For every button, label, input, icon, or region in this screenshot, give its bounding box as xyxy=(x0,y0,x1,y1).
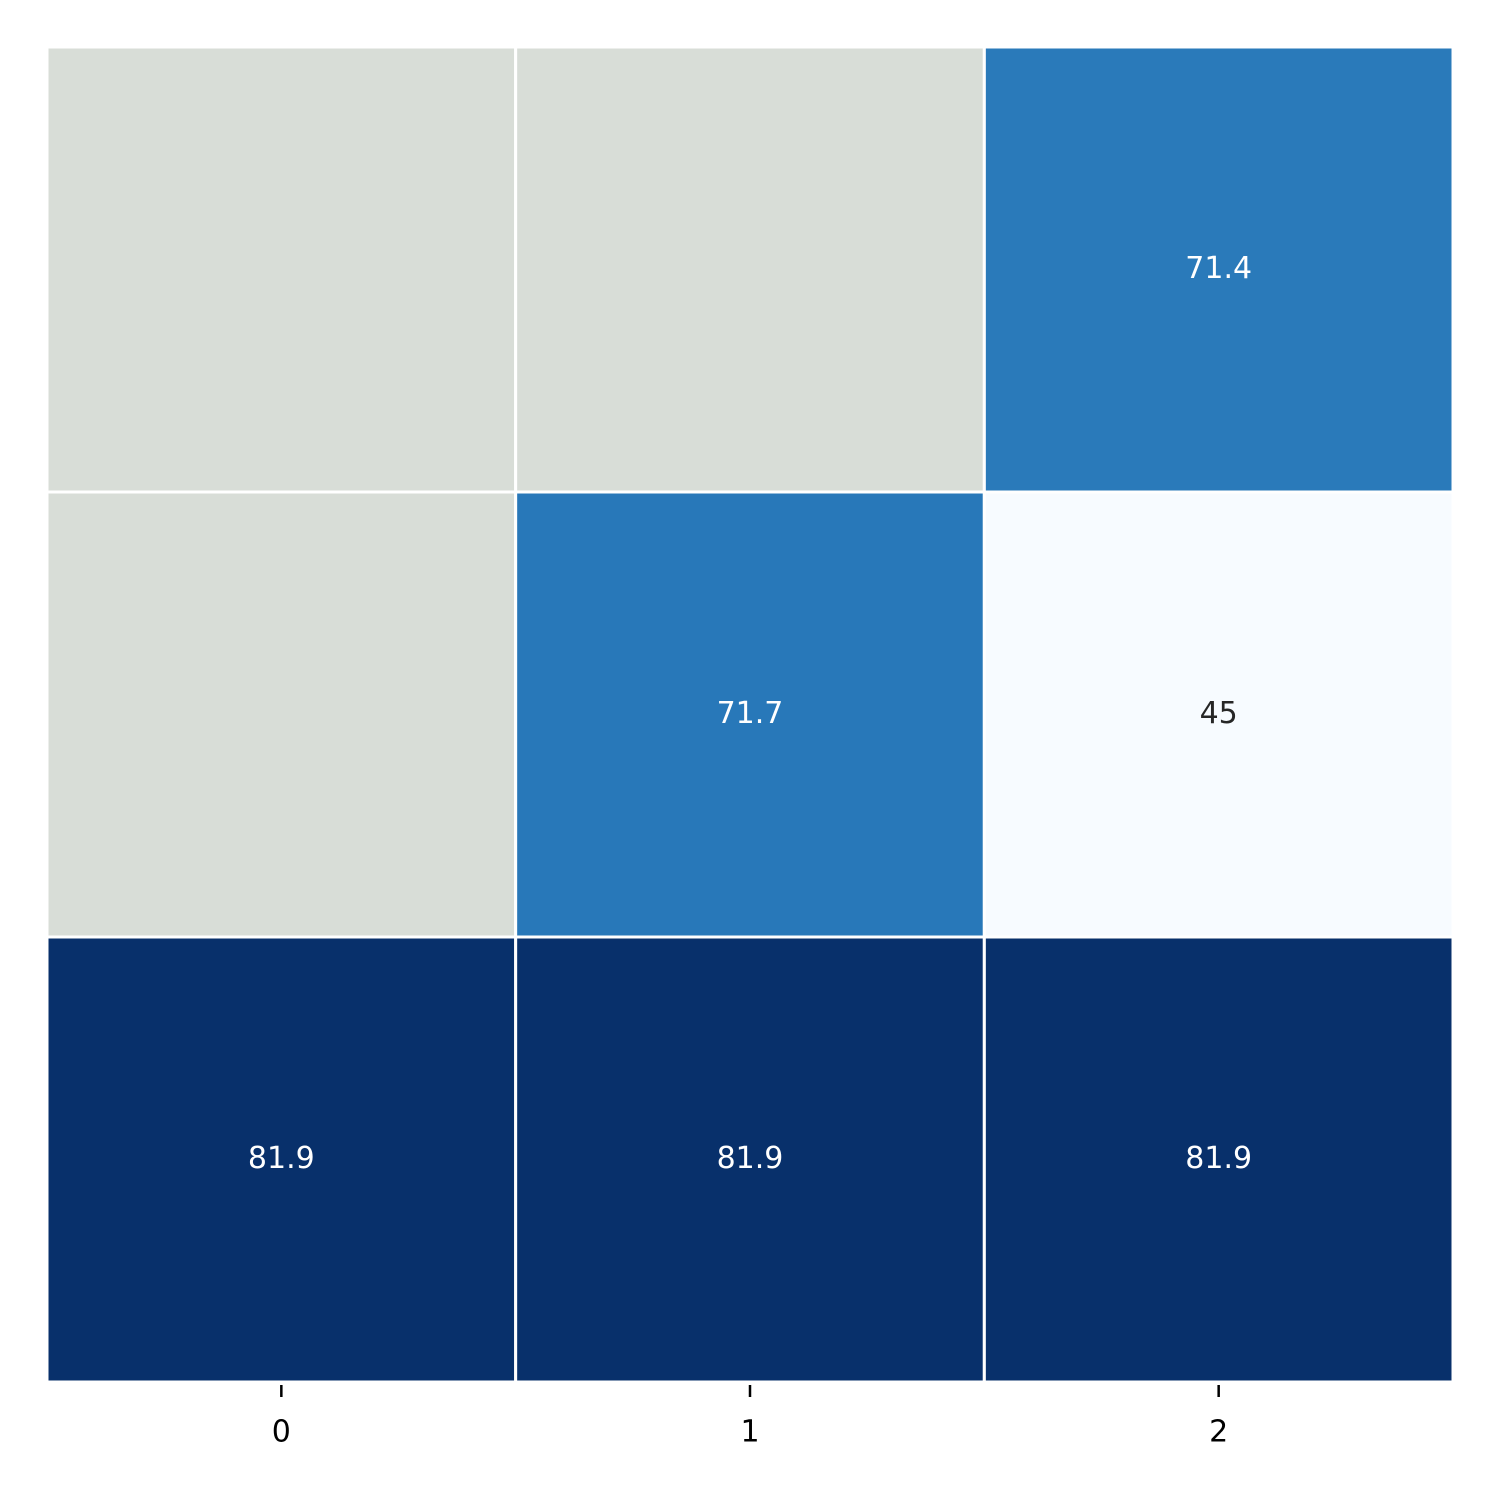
cell-label: 81.9 xyxy=(248,1141,315,1176)
masked-cell xyxy=(45,490,518,939)
cell-label: 71.4 xyxy=(1185,251,1252,286)
cell xyxy=(514,490,986,939)
masked-cell xyxy=(514,45,986,494)
masked-cell xyxy=(45,45,518,494)
cell xyxy=(45,935,518,1384)
cell xyxy=(982,45,1455,494)
x-tick-label: 2 xyxy=(1209,1415,1228,1450)
cell xyxy=(982,490,1455,939)
x-tick-label: 1 xyxy=(740,1415,759,1450)
cell-label: 71.7 xyxy=(717,696,784,731)
cell-label: 81.9 xyxy=(717,1141,784,1176)
cell-label: 81.9 xyxy=(1185,1141,1252,1176)
cell xyxy=(982,935,1455,1384)
cell xyxy=(514,935,986,1384)
x-tick-label: 0 xyxy=(272,1415,291,1450)
cell-label: 45 xyxy=(1200,696,1238,731)
